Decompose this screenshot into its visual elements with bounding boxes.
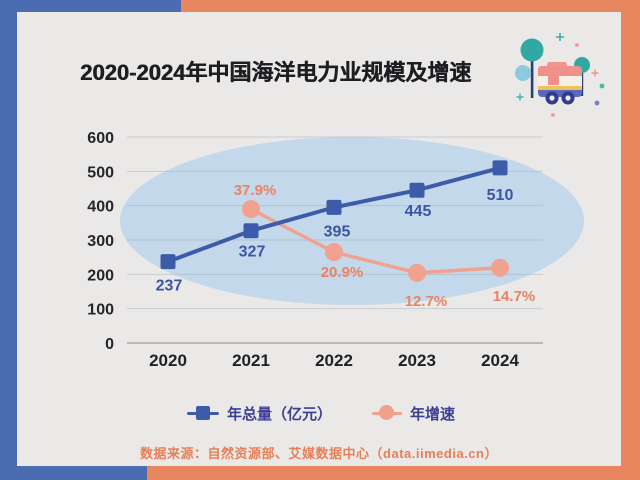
total-data-point: [243, 223, 259, 239]
decor-dot: [551, 113, 555, 117]
decor-dot: [575, 43, 579, 47]
total-data-point: [409, 182, 425, 198]
legend-marker-growth-icon: [372, 405, 403, 421]
y-axis-tick-label: 600: [87, 130, 114, 147]
sparkle-icon: [516, 93, 524, 101]
total-data-point: [160, 254, 176, 270]
total-data-point: [492, 160, 508, 176]
y-axis-tick-label: 400: [87, 199, 114, 216]
chart-background-ellipse: [120, 137, 584, 305]
total-data-point: [326, 199, 342, 215]
legend-marker-total-icon: [187, 405, 219, 421]
x-axis-label: 2021: [232, 351, 270, 370]
total-data-label: 327: [239, 244, 266, 261]
x-axis-label: 2023: [398, 351, 436, 370]
growth-data-label: 20.9%: [321, 264, 364, 281]
y-axis-tick-label: 0: [105, 336, 114, 353]
growth-data-label: 14.7%: [493, 288, 536, 305]
sparkle-icon: [591, 69, 599, 77]
decor-dot: [594, 100, 600, 106]
growth-data-point: [408, 263, 426, 282]
legend-label-growth: 年增速: [410, 405, 456, 423]
chart-legend: 年总量（亿元） 年增速: [187, 402, 455, 424]
total-data-label: 445: [405, 203, 432, 220]
growth-data-point: [242, 200, 260, 219]
sparkle-icon: [556, 33, 564, 41]
page-title: 2020-2024年中国海洋电力业规模及增速: [80, 60, 472, 85]
y-axis-tick-label: 100: [87, 302, 114, 319]
bus-trees-illustration-icon: [515, 33, 605, 117]
growth-data-point: [325, 243, 343, 262]
y-axis-tick-label: 300: [87, 233, 114, 250]
data-source-note: 数据来源：自然资源部、艾媒数据中心（data.iimedia.cn）: [140, 446, 498, 461]
total-data-label: 395: [324, 223, 351, 240]
decor-dot: [599, 83, 605, 89]
x-axis-label: 2020: [149, 351, 187, 370]
legend-label-total: 年总量（亿元）: [227, 405, 333, 423]
total-data-label: 510: [487, 187, 514, 204]
frame-top-blue: [0, 0, 181, 12]
tree-icon: [520, 38, 544, 98]
y-axis-tick-label: 200: [87, 267, 114, 284]
frame-left-blue: [0, 0, 17, 480]
growth-data-label: 37.9%: [234, 182, 277, 199]
growth-data-point: [491, 258, 509, 277]
growth-data-label: 12.7%: [405, 293, 448, 310]
bush-icon: [515, 65, 531, 81]
frame-bottom-blue: [0, 466, 147, 480]
x-axis-label: 2022: [315, 351, 353, 370]
bus-icon: [538, 62, 582, 105]
total-data-label: 237: [156, 278, 183, 295]
y-axis-tick-label: 500: [87, 164, 114, 181]
growth-line: [250, 207, 501, 275]
x-axis-label: 2024: [481, 351, 519, 370]
